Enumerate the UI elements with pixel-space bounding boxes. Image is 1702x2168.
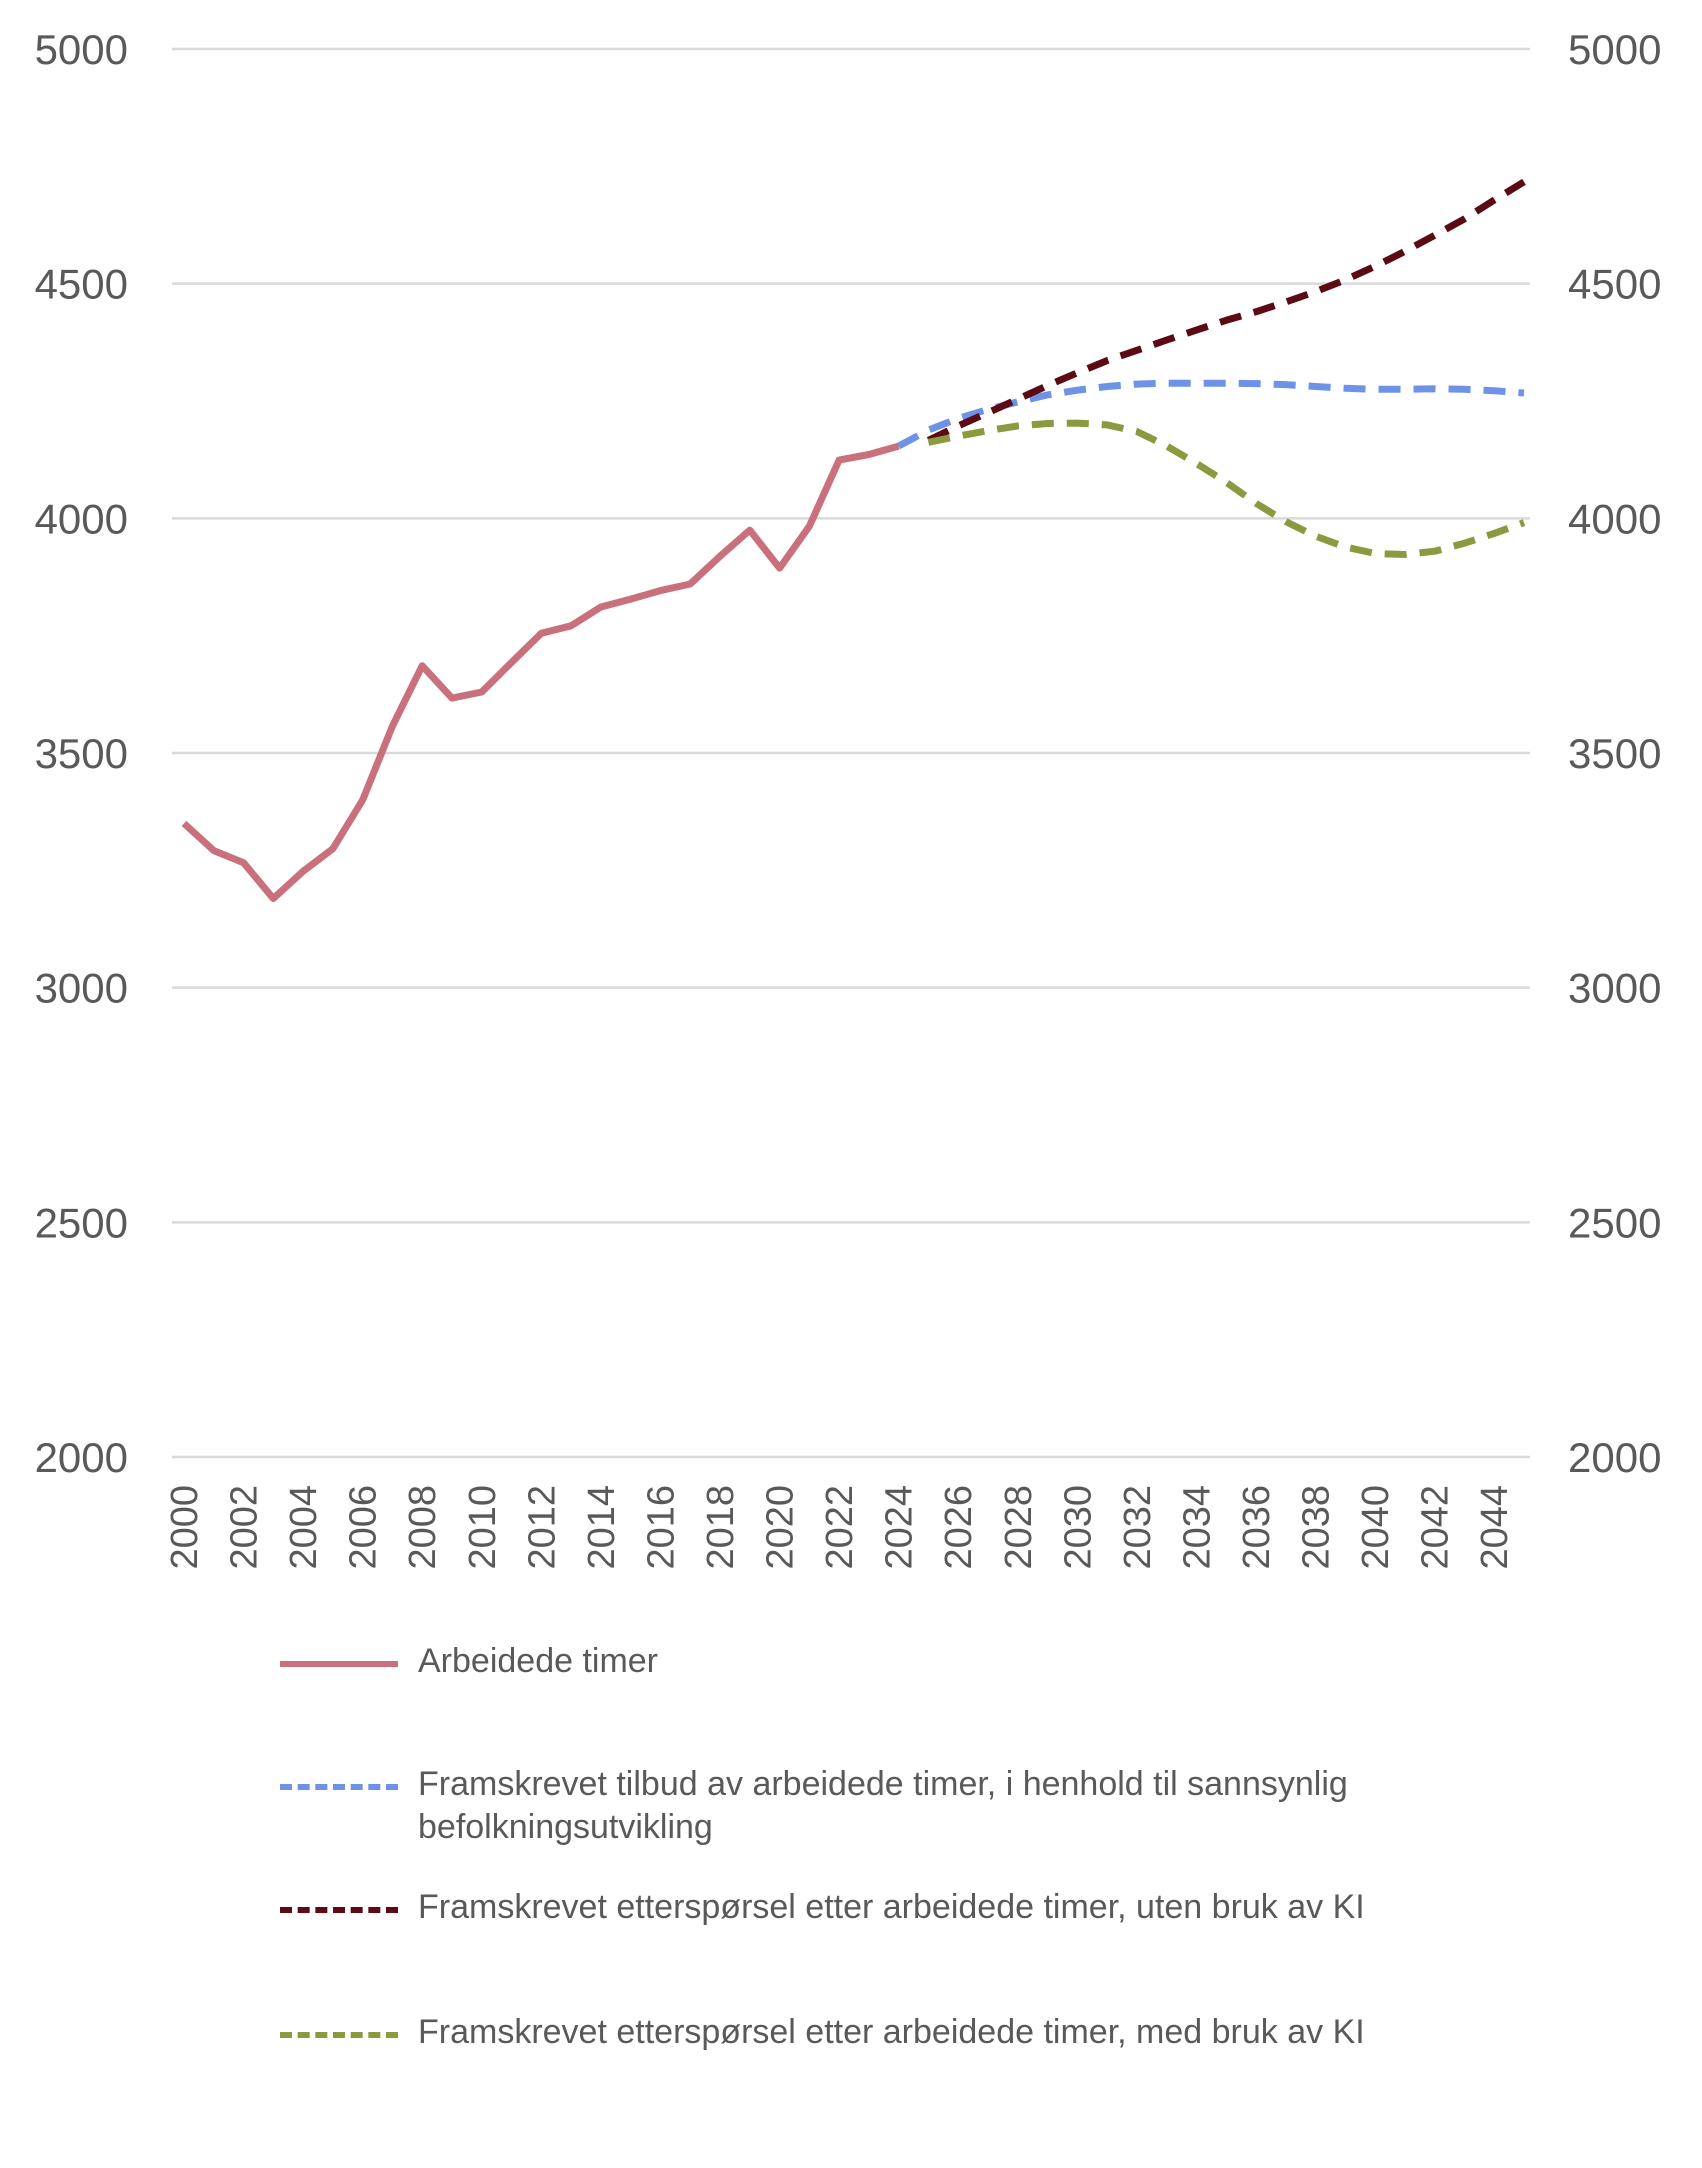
legend-swatch-med-ki — [280, 2032, 398, 2038]
x-tick-2000: 2000 — [164, 1485, 206, 1570]
series-line-med-ki — [927, 419, 1526, 558]
series-line-tilbud — [897, 379, 1525, 450]
y-tick-left-4500: 4500 — [35, 261, 128, 308]
x-tick-2030: 2030 — [1057, 1485, 1099, 1570]
x-tick-2024: 2024 — [879, 1485, 921, 1570]
y-tick-left-5000: 5000 — [35, 26, 128, 73]
x-tick-2036: 2036 — [1236, 1485, 1278, 1570]
x-tick-2006: 2006 — [343, 1485, 385, 1570]
x-tick-2044: 2044 — [1474, 1485, 1516, 1570]
x-tick-2022: 2022 — [819, 1485, 861, 1570]
gridlines — [172, 47, 1530, 1459]
x-tick-2028: 2028 — [998, 1485, 1040, 1570]
y-tick-right-3000: 3000 — [1568, 965, 1661, 1012]
x-tick-2004: 2004 — [283, 1485, 325, 1570]
x-tick-2010: 2010 — [462, 1485, 504, 1570]
legend-swatch-arbeidede-timer — [280, 1661, 398, 1667]
x-tick-2038: 2038 — [1296, 1485, 1338, 1570]
x-tick-2018: 2018 — [700, 1485, 742, 1570]
x-tick-2034: 2034 — [1176, 1485, 1218, 1570]
y-tick-right-2500: 2500 — [1568, 1199, 1661, 1246]
x-tick-2032: 2032 — [1117, 1485, 1159, 1570]
x-tick-2012: 2012 — [521, 1485, 563, 1570]
y-tick-left-2500: 2500 — [35, 1199, 128, 1246]
x-tick-2016: 2016 — [640, 1485, 682, 1570]
x-tick-2026: 2026 — [938, 1485, 980, 1570]
y-tick-right-3500: 3500 — [1568, 730, 1661, 777]
legend-label-med-ki: Framskrevet etterspørsel etter arbeidede… — [418, 2013, 1365, 2051]
x-tick-2020: 2020 — [760, 1485, 802, 1570]
y-axis-right: 2000 2500 3000 3500 4000 4500 5000 — [1568, 26, 1661, 1481]
series-line-arbeidede-timer — [181, 442, 900, 902]
legend-label-tilbud: Framskrevet tilbud av arbeidede timer, i… — [418, 1765, 1348, 1846]
series-lines — [181, 178, 1526, 902]
x-tick-2042: 2042 — [1415, 1485, 1457, 1570]
x-tick-2002: 2002 — [224, 1485, 266, 1570]
legend-swatch-uten-ki — [280, 1907, 398, 1913]
y-tick-left-3500: 3500 — [35, 730, 128, 777]
series-line-uten-ki — [926, 178, 1526, 444]
y-tick-left-2000: 2000 — [35, 1434, 128, 1481]
y-tick-right-5000: 5000 — [1568, 26, 1661, 73]
legend-label-arbeidede-timer: Arbeidede timer — [418, 1642, 659, 1680]
y-tick-left-3000: 3000 — [35, 965, 128, 1012]
y-tick-right-4000: 4000 — [1568, 495, 1661, 542]
y-axis-left: 2000 2500 3000 3500 4000 4500 5000 — [35, 26, 128, 1481]
x-axis: 2000 2002 2004 2006 2008 2010 2012 2014 2016 2018… — [164, 1485, 1516, 1570]
x-tick-2040: 2040 — [1355, 1485, 1397, 1570]
x-tick-2014: 2014 — [581, 1485, 623, 1570]
y-tick-left-4000: 4000 — [35, 495, 128, 542]
y-tick-right-4500: 4500 — [1568, 261, 1661, 308]
legend-label-uten-ki: Framskrevet etterspørsel etter arbeidede… — [418, 1888, 1365, 1926]
x-tick-2008: 2008 — [402, 1485, 444, 1570]
y-tick-right-2000: 2000 — [1568, 1434, 1661, 1481]
legend-swatch-tilbud — [280, 1784, 398, 1790]
